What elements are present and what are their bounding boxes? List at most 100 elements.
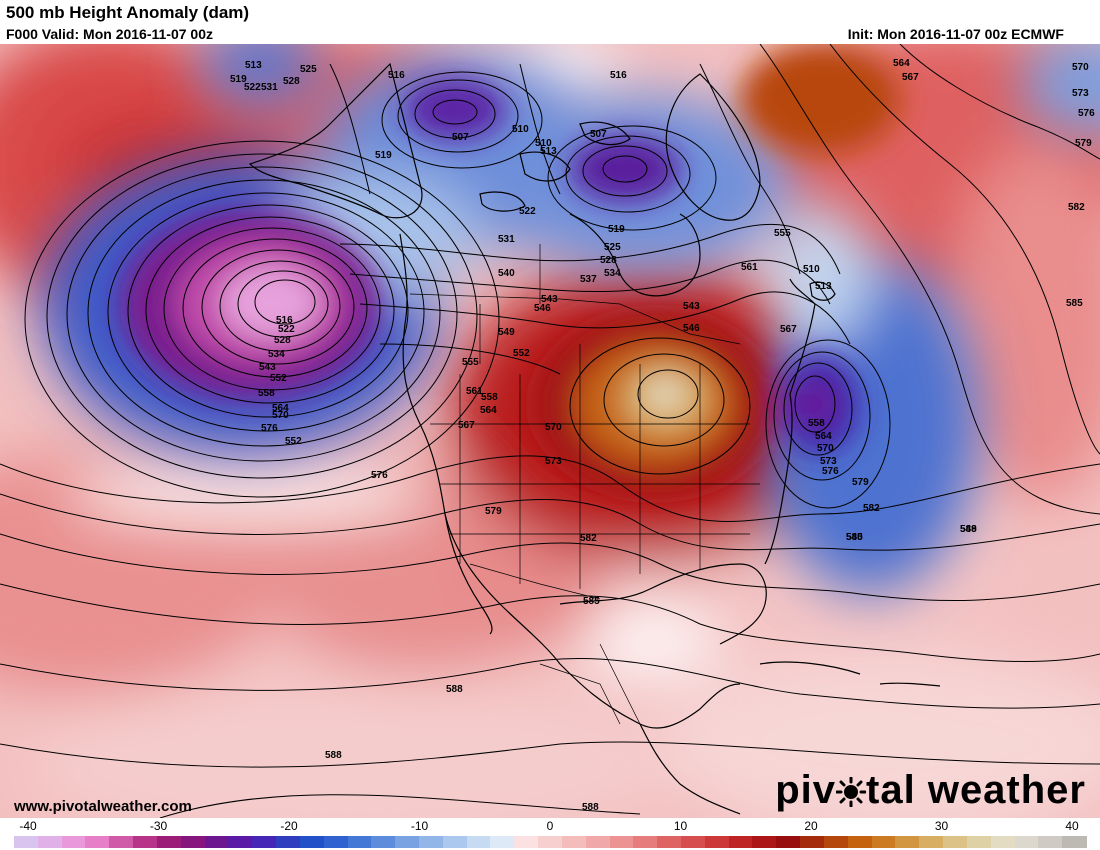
- contour-label: 552: [513, 348, 530, 359]
- valid-time: F000 Valid: Mon 2016-11-07 00z: [6, 26, 213, 42]
- colorbar-tick-label: -30: [149, 819, 168, 833]
- colorbar-swatch: [490, 836, 515, 848]
- colorbar-swatch: [395, 836, 420, 848]
- colorbar-swatch: [14, 836, 39, 848]
- colorbar-swatch: [1014, 836, 1039, 848]
- colorbar-swatch: [895, 836, 920, 848]
- contour-label: 576: [261, 423, 278, 434]
- contour-label: 516: [276, 315, 293, 326]
- contour-label: 534: [268, 349, 285, 360]
- contour-label: 567: [780, 324, 797, 335]
- contour-label: 582: [580, 533, 597, 544]
- map-header: 500 mb Height Anomaly (dam) F000 Valid: …: [0, 0, 1100, 44]
- pivotal-weather-logo: piv tal weather: [775, 768, 1086, 813]
- contour-label: 543: [259, 362, 276, 373]
- contour-label: 507: [590, 129, 607, 140]
- colorbar-swatch: [681, 836, 706, 848]
- contour-label: 507: [452, 132, 469, 143]
- contour-label: 564: [893, 58, 910, 69]
- colorbar-tick-label: 10: [673, 819, 688, 833]
- contour-label: 555: [462, 357, 479, 368]
- contour-label: 519: [608, 224, 625, 235]
- contour-label: 558: [481, 392, 498, 403]
- contour-label: 570: [817, 443, 834, 454]
- contour-label: 537: [580, 274, 597, 285]
- contour-label: 579: [852, 477, 869, 488]
- contour-label: 549: [498, 327, 515, 338]
- colorbar-swatch: [1062, 836, 1087, 848]
- contour-label: 534: [604, 268, 621, 279]
- contour-label: 561: [741, 262, 758, 273]
- contour-label: 585: [1066, 298, 1083, 309]
- init-time: Init: Mon 2016-11-07 00z ECMWF: [847, 26, 1064, 42]
- colorbar-swatch: [204, 836, 229, 848]
- contour-label: 519: [230, 74, 247, 85]
- contour-label: 555: [774, 228, 791, 239]
- contour-label: 543: [541, 294, 558, 305]
- colorbar-swatch: [156, 836, 182, 848]
- colorbar-swatches: [14, 836, 1087, 848]
- anomaly-map: 513 519 522 525 528 531 516 507 510 513 510 507 519 5…: [0, 44, 1100, 818]
- contour-label: 573: [820, 456, 837, 467]
- colorbar-swatch: [109, 836, 134, 848]
- contour-label: 567: [458, 420, 475, 431]
- contour-label: 552: [285, 436, 302, 447]
- contour-label: 540: [498, 268, 515, 279]
- colorbar-swatch: [85, 836, 110, 848]
- contour-label: 531: [261, 82, 278, 93]
- colorbar-swatch: [966, 836, 992, 848]
- contour-label: 561: [466, 386, 483, 397]
- map-title: 500 mb Height Anomaly (dam): [6, 3, 250, 22]
- colorbar-swatch: [800, 836, 825, 848]
- anomaly-field: [0, 44, 1100, 818]
- contour-label: 513: [815, 281, 832, 292]
- contour-label: 576: [1078, 108, 1095, 119]
- logo-text-left: piv: [775, 768, 837, 812]
- colorbar-swatch: [347, 836, 372, 848]
- colorbar-tick-label: -40: [19, 819, 37, 833]
- contour-label: 510: [512, 124, 529, 135]
- colorbar-swatch: [657, 836, 682, 848]
- contour-label: 573: [545, 456, 562, 467]
- contour-label: 522: [519, 206, 536, 217]
- contour-label: 519: [375, 150, 392, 161]
- contour-label: 582: [863, 503, 880, 514]
- contour-label: 540: [846, 532, 863, 543]
- contour-label: 570: [1072, 62, 1089, 73]
- logo-text-right: tal weather: [866, 768, 1086, 812]
- contour-label: 573: [1072, 88, 1089, 99]
- colorbar-swatch: [466, 836, 492, 848]
- colorbar-swatch: [37, 836, 63, 848]
- contour-label: 516: [610, 70, 627, 81]
- contour-label: 525: [300, 64, 317, 75]
- contour-label: 528: [283, 76, 300, 87]
- contour-label: 546: [683, 323, 700, 334]
- contour-label: 543: [683, 301, 700, 312]
- contour-label: 528: [600, 255, 617, 266]
- contour-label: 564: [272, 403, 289, 414]
- colorbar: -40 -30 -20 -10 0 10 20 30 40: [0, 818, 1100, 850]
- contour-label: 546: [534, 303, 551, 314]
- contour-label: 510: [803, 264, 820, 275]
- coastlines: [248, 62, 941, 815]
- colorbar-tick-label: 0: [546, 819, 554, 833]
- colorbar-ticks: -40 -30 -20 -10 0 10 20 30 40: [0, 818, 1100, 834]
- colorbar-swatch: [943, 836, 968, 848]
- colorbar-swatch: [728, 836, 754, 848]
- colorbar-swatch: [752, 836, 777, 848]
- contour-label: 564: [815, 431, 832, 442]
- colorbar-swatch: [538, 836, 563, 848]
- colorbar-swatch: [276, 836, 301, 848]
- borders: [409, 244, 760, 725]
- website-url: www.pivotalweather.com: [14, 798, 192, 815]
- contour-label: 567: [902, 72, 919, 83]
- colorbar-swatch: [514, 836, 539, 848]
- colorbar-tick-label: 30: [934, 819, 949, 833]
- colorbar-swatch: [847, 836, 873, 848]
- contour-label: 570: [272, 410, 289, 421]
- colorbar-swatch: [871, 836, 897, 848]
- contour-label: 558: [258, 388, 275, 399]
- contour-label: 558: [808, 418, 825, 429]
- colorbar-swatch: [561, 836, 587, 848]
- colorbar-swatch: [61, 836, 87, 848]
